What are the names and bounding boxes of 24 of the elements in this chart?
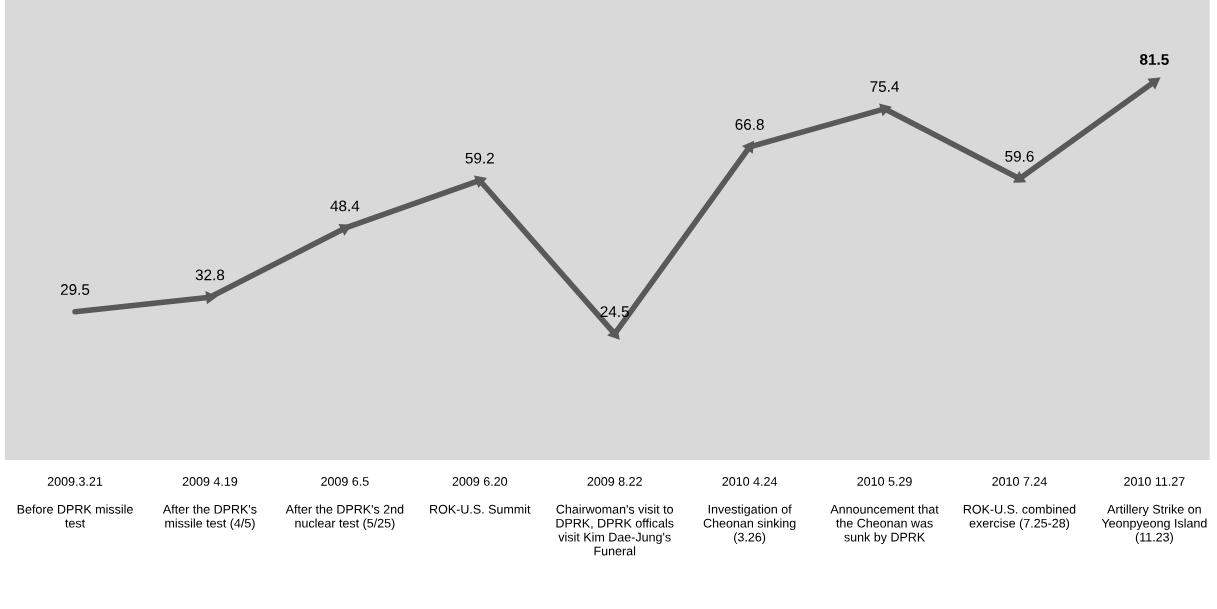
category-label: 2010 7.24 ROK-U.S. combined exercise (7.25-28) [963, 477, 1076, 531]
category-label: 2009.3.21 Before DPRK missile test [17, 477, 133, 528]
point [742, 141, 754, 154]
data-label: 59.2 [465, 152, 494, 164]
point [879, 103, 892, 116]
data-label: 24.5 [600, 306, 629, 318]
data-label: 66.8 [735, 119, 764, 130]
point [205, 291, 217, 304]
point [1147, 77, 1161, 89]
data-label: 32.8 [195, 269, 225, 281]
category-label: 2010 4.24 Investigation of Cheonan sinking (3.26) [703, 477, 796, 544]
category-label: 2009 4.19 After the DPRK's missile test (4/5) [162, 477, 257, 531]
data-label: 29.5 [60, 284, 90, 295]
category-label: 2009 8.22 Chairwoman's visit to DPRK, DPRK officals visit Kim Dae-Jung's Funeral [556, 477, 674, 556]
category-label: 2010 11.27 Artillery Strike on Yeonpyeong Island (11.23) [1101, 477, 1207, 544]
category-label: 2009 6.5 After the DPRK's 2nd nuclear test (5/25) [285, 477, 404, 531]
point [607, 327, 620, 340]
data-label: 81.5 [1140, 54, 1169, 65]
data-label: 48.4 [330, 200, 360, 212]
category-label: 2010 5.29 Announcement that the Cheonan was sunk by DPRK [830, 477, 939, 544]
data-label: 59.6 [1005, 150, 1034, 162]
data-label: 75.4 [870, 81, 899, 92]
point [474, 175, 487, 188]
category-label: 2009 6.20 ROK-U.S. Summit [430, 477, 531, 514]
